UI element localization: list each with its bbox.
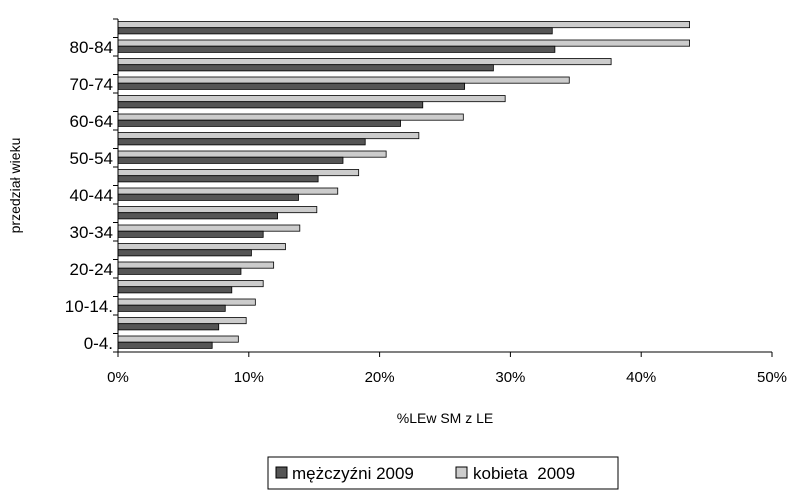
- bar-women-4044: [117, 187, 339, 195]
- y-tick-label: 10-14.: [65, 297, 113, 316]
- y-tick-label: 0-4.: [84, 334, 113, 353]
- legend-swatch-men: [275, 466, 288, 479]
- x-tick-label: 0%: [107, 369, 129, 386]
- bar-women-2529: [117, 243, 286, 251]
- bar-men-85+: [117, 27, 553, 35]
- bar-women-1014: [117, 298, 256, 306]
- legend-box: [267, 456, 619, 490]
- x-tick-label: 20%: [365, 369, 395, 386]
- bar-women-7074: [117, 76, 570, 84]
- bar-men-4044: [117, 193, 299, 201]
- bar-women-4549: [117, 169, 360, 177]
- bar-women-6064: [117, 113, 464, 121]
- bar-men-4549: [117, 175, 319, 183]
- legend-label-men: mężczyźni 2009: [292, 464, 414, 483]
- y-tick-label: 20-24: [70, 260, 113, 279]
- y-tick-label: 30-34: [70, 223, 113, 242]
- bar-men-8084: [117, 45, 556, 53]
- legend-label-women: kobieta 2009: [473, 464, 575, 483]
- bar-women-8084: [117, 39, 690, 47]
- y-tick-label: 40-44: [70, 186, 113, 205]
- bar-women-2024: [117, 261, 275, 269]
- bars-layer: [117, 21, 690, 349]
- bar-men-1014: [117, 304, 226, 312]
- bar-women-6569: [117, 95, 506, 103]
- bar-women-3539: [117, 206, 318, 214]
- bar-women-59: [117, 317, 247, 325]
- x-tick-label: 10%: [234, 369, 264, 386]
- bar-men-2024: [117, 267, 242, 275]
- x-axis-title: %LEw SM z LE: [397, 410, 493, 426]
- bar-women-5559: [117, 132, 420, 140]
- x-tick-label: 40%: [626, 369, 656, 386]
- bar-men-6569: [117, 101, 424, 109]
- bar-men-04: [117, 341, 213, 349]
- x-tick-label: 50%: [757, 369, 787, 386]
- bar-women-1519: [117, 280, 264, 288]
- bar-men-7074: [117, 82, 466, 90]
- bar-men-1519: [117, 286, 233, 294]
- y-tick-label: 60-64: [70, 112, 113, 131]
- y-axis-title: przedział wieku: [7, 138, 23, 234]
- bar-women-04: [117, 335, 239, 343]
- x-tick-label: 30%: [495, 369, 525, 386]
- bar-men-3539: [117, 212, 278, 220]
- bar-women-85+: [117, 21, 690, 29]
- bar-men-6064: [117, 119, 401, 127]
- bar-men-3034: [117, 230, 264, 238]
- legend: mężczyźni 2009 kobieta 2009: [267, 456, 619, 490]
- bar-women-5054: [117, 150, 387, 158]
- bar-men-59: [117, 323, 220, 331]
- y-tick-label: 50-54: [70, 149, 113, 168]
- ticks-layer: 0-4. 10-14. 20-24 30-34 40-44 50-54 60-64 70-74…: [65, 18, 787, 386]
- y-tick-label: 70-74: [70, 75, 113, 94]
- bar-men-5559: [117, 138, 366, 146]
- bar-men-2529: [117, 249, 252, 257]
- legend-swatch-women: [455, 466, 468, 479]
- bar-women-7579: [117, 58, 612, 66]
- bar-men-5054: [117, 156, 344, 164]
- y-tick-label: 80-84: [70, 38, 113, 57]
- bar-men-7579: [117, 64, 494, 72]
- bar-women-3034: [117, 224, 301, 232]
